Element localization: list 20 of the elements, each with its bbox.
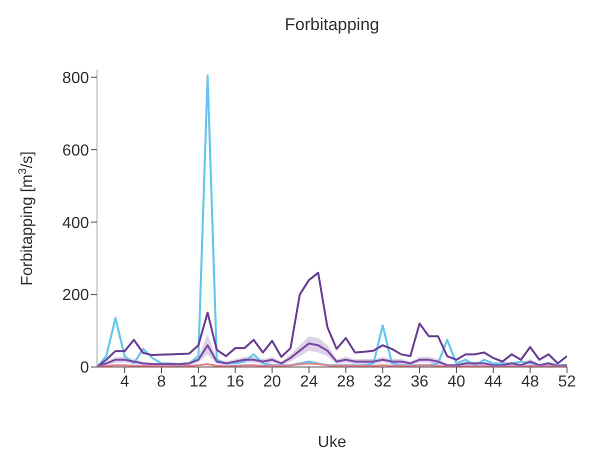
x-tick-label: 36 <box>410 373 429 390</box>
x-tick-label: 40 <box>448 373 466 390</box>
x-axis-title: Uke <box>318 434 346 451</box>
x-tick-label: 8 <box>157 373 166 390</box>
x-tick-label: 52 <box>558 373 576 390</box>
x-tick-label: 48 <box>521 373 540 390</box>
chart-title: Forbitapping <box>284 15 380 34</box>
x-tick-label: 20 <box>263 373 282 390</box>
x-tick-label: 16 <box>226 373 244 390</box>
x-tick-label: 44 <box>484 373 502 390</box>
y-tick-label: 800 <box>62 70 90 87</box>
y-tick-label: 200 <box>62 287 90 304</box>
y-tick-label: 0 <box>80 360 90 377</box>
x-tick-label: 24 <box>300 373 318 390</box>
y-tick-label: 400 <box>62 214 90 232</box>
x-tick-label: 28 <box>336 373 355 390</box>
x-tick-label: 32 <box>374 373 392 390</box>
y-tick-label: 600 <box>62 142 90 160</box>
x-tick-label: 4 <box>120 373 130 390</box>
x-tick-label: 12 <box>189 373 208 390</box>
